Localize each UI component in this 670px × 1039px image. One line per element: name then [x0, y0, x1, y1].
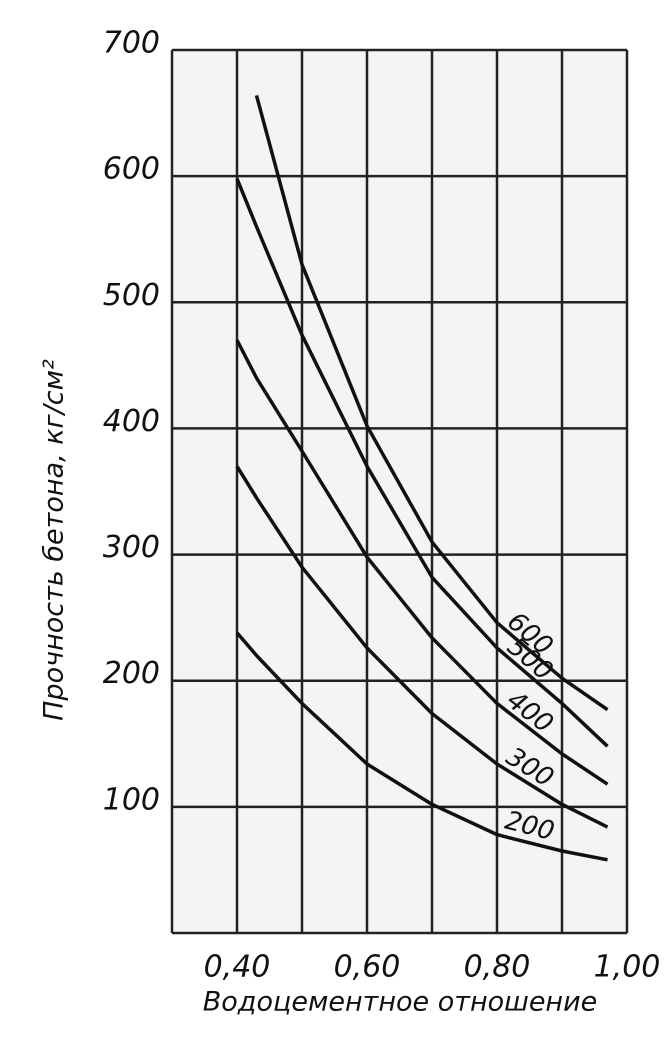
- series-line: [235, 178, 609, 748]
- y-axis-title: Прочность бетона, кг/см²: [39, 359, 70, 721]
- x-tick-label: 0,80: [464, 950, 531, 985]
- y-tick-label: 700: [103, 26, 160, 61]
- series-line: [235, 631, 608, 862]
- y-tick-label: 400: [103, 404, 160, 439]
- y-tick-label: 100: [103, 782, 160, 817]
- x-tick-label: 1,00: [594, 950, 661, 985]
- y-tick-label: 600: [103, 152, 160, 187]
- series-line: [254, 94, 609, 712]
- series-line: [235, 339, 609, 786]
- x-tick-label: 0,40: [204, 950, 271, 985]
- y-tick-label: 500: [103, 278, 160, 313]
- series-line: [235, 465, 609, 829]
- y-tick-label: 200: [103, 656, 160, 691]
- x-tick-label: 0,60: [334, 950, 401, 985]
- y-tick-label: 300: [103, 530, 160, 565]
- x-axis-title: Водоцементное отношение: [203, 987, 598, 1018]
